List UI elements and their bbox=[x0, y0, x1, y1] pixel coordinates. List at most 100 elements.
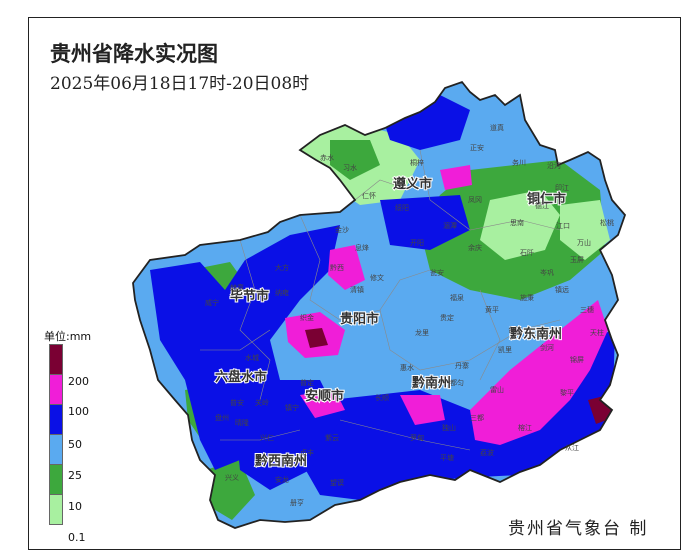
county-label: 思南 bbox=[510, 218, 524, 227]
county-label: 普定 bbox=[300, 378, 314, 387]
rain-zone-northeast-light bbox=[560, 200, 610, 260]
county-label: 凯里 bbox=[498, 345, 512, 354]
rain-field bbox=[133, 82, 625, 528]
legend-label: 0.1 bbox=[68, 531, 86, 544]
province-outline bbox=[132, 80, 627, 529]
county-label: 赤水 bbox=[320, 153, 334, 162]
county-label: 水城 bbox=[245, 353, 259, 362]
county-label: 万山 bbox=[577, 238, 591, 247]
rain-zone-west-heavy bbox=[150, 225, 340, 470]
city-label: 贵阳市 bbox=[340, 311, 379, 327]
rain-zone-south-spot bbox=[400, 395, 445, 425]
county-label: 兴义 bbox=[225, 473, 239, 482]
city-label: 遵义市 bbox=[393, 176, 432, 192]
county-label: 长顺 bbox=[375, 393, 389, 402]
county-label: 仁怀 bbox=[362, 191, 376, 200]
legend-label: 200 bbox=[68, 375, 89, 388]
map-title: 贵州省降水实况图 bbox=[50, 42, 218, 66]
county-label: 石阡 bbox=[520, 248, 534, 257]
county-label: 三都 bbox=[470, 414, 484, 422]
rain-zone-center-north-heavy bbox=[380, 195, 470, 250]
county-label: 织金 bbox=[300, 313, 314, 322]
rain-zone-southeast-extreme bbox=[470, 300, 608, 445]
county-label: 息烽 bbox=[355, 243, 369, 252]
county-label: 绥阳 bbox=[395, 203, 409, 212]
rain-zone-north-inner bbox=[330, 140, 380, 180]
county-label: 余庆 bbox=[468, 243, 482, 252]
county-boundaries bbox=[200, 149, 561, 451]
county-label: 册亨 bbox=[290, 498, 304, 507]
legend-swatch bbox=[49, 344, 63, 375]
legend-unit: 单位:mm bbox=[44, 330, 92, 343]
county-label: 都匀 bbox=[450, 378, 464, 387]
rain-zone-center-peak bbox=[305, 328, 328, 348]
county-label: 雷山 bbox=[490, 385, 504, 394]
county-label: 凤冈 bbox=[468, 196, 482, 204]
county-label: 瓮安 bbox=[430, 268, 444, 277]
county-label: 桐梓 bbox=[410, 158, 424, 167]
county-label: 贞丰 bbox=[300, 448, 314, 457]
county-label: 普安 bbox=[230, 398, 244, 407]
county-label: 金沙 bbox=[335, 225, 349, 234]
county-label: 三穗 bbox=[580, 305, 594, 314]
county-label: 榕江 bbox=[518, 423, 532, 432]
rain-zone-east-light bbox=[480, 190, 560, 260]
rain-zone-south-green bbox=[205, 460, 255, 520]
county-label: 黄平 bbox=[485, 305, 499, 314]
legend-swatch bbox=[49, 374, 63, 405]
county-label: 台江 bbox=[508, 325, 522, 334]
legend-bar bbox=[49, 344, 63, 525]
county-label: 修文 bbox=[370, 273, 384, 282]
county-label: 锦屏 bbox=[570, 355, 584, 364]
rain-zone-center-north-extreme bbox=[328, 245, 365, 290]
county-label: 荔波 bbox=[480, 448, 494, 457]
city-label: 六盘水市 bbox=[215, 369, 267, 385]
city-label: 黔南州 bbox=[412, 375, 451, 391]
county-label: 岑巩 bbox=[540, 268, 554, 277]
county-label: 德江 bbox=[535, 201, 549, 210]
county-label: 贵定 bbox=[440, 313, 454, 322]
county-label: 黔西 bbox=[330, 263, 344, 272]
legend-swatch bbox=[49, 494, 63, 525]
city-label: 铜仁市 bbox=[526, 191, 566, 207]
county-label: 习水 bbox=[343, 163, 357, 172]
legend-swatch bbox=[49, 464, 63, 495]
county-label: 威宁 bbox=[205, 298, 219, 307]
county-label: 紫云 bbox=[325, 434, 339, 442]
county-label: 从江 bbox=[565, 444, 579, 452]
county-label: 务川 bbox=[512, 158, 526, 167]
legend-label: 25 bbox=[68, 469, 82, 482]
county-label: 关岭 bbox=[255, 398, 269, 407]
rain-zone-north-spot bbox=[440, 165, 472, 190]
county-label: 沿河 bbox=[547, 161, 561, 170]
legend-swatch bbox=[49, 434, 63, 465]
county-label: 开阳 bbox=[410, 238, 424, 247]
city-label: 黔西南州 bbox=[255, 453, 307, 469]
county-label: 安龙 bbox=[275, 475, 289, 484]
county-label: 镇远 bbox=[555, 285, 569, 294]
county-label: 黎平 bbox=[560, 388, 574, 397]
legend-label: 50 bbox=[68, 438, 82, 451]
county-label: 望谟 bbox=[330, 478, 344, 487]
county-label: 道真 bbox=[490, 123, 504, 132]
county-label: 施秉 bbox=[520, 293, 534, 302]
county-label: 福泉 bbox=[450, 293, 464, 302]
county-label: 剑河 bbox=[540, 343, 554, 352]
county-label: 玉屏 bbox=[570, 256, 584, 264]
county-label: 晴隆 bbox=[235, 418, 249, 427]
county-label: 赫章 bbox=[230, 283, 244, 292]
city-label: 安顺市 bbox=[305, 388, 344, 404]
county-label: 平塘 bbox=[440, 453, 454, 462]
county-label: 龙里 bbox=[415, 328, 429, 337]
city-label: 黔东南州 bbox=[510, 326, 562, 342]
county-label: 镇宁 bbox=[285, 403, 299, 412]
legend-label: 10 bbox=[68, 500, 82, 513]
county-label: 大方 bbox=[275, 263, 289, 272]
county-label: 独山 bbox=[442, 423, 456, 432]
county-label: 兴仁 bbox=[260, 433, 274, 442]
map-subtitle: 2025年06月18日17时-20日08时 bbox=[50, 74, 310, 94]
county-label: 纳雍 bbox=[275, 288, 289, 297]
